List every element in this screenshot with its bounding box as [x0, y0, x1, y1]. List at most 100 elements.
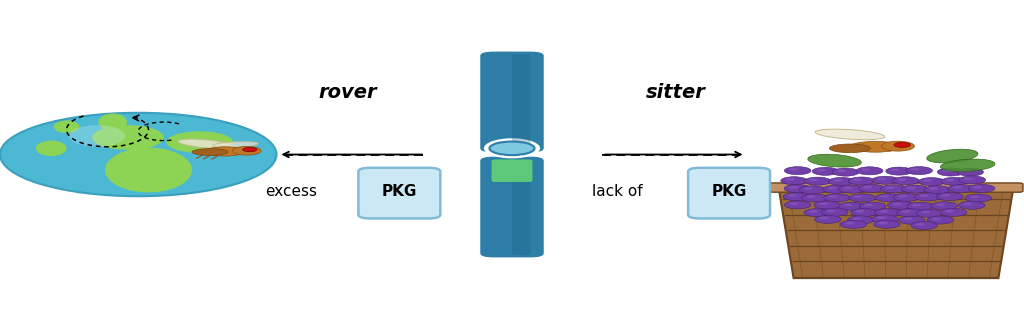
Circle shape: [948, 184, 975, 193]
Circle shape: [839, 202, 865, 210]
Circle shape: [788, 168, 799, 171]
Ellipse shape: [213, 142, 258, 148]
Circle shape: [898, 195, 907, 197]
Circle shape: [901, 210, 910, 213]
Circle shape: [959, 176, 986, 184]
Circle shape: [809, 210, 818, 213]
Circle shape: [854, 195, 863, 198]
Circle shape: [821, 208, 848, 216]
Circle shape: [815, 215, 842, 223]
Circle shape: [843, 204, 853, 206]
Circle shape: [849, 194, 876, 202]
Circle shape: [932, 217, 941, 220]
Polygon shape: [778, 185, 1014, 278]
Circle shape: [879, 222, 888, 224]
Ellipse shape: [483, 138, 541, 158]
Circle shape: [876, 194, 902, 202]
Circle shape: [871, 215, 898, 223]
Circle shape: [877, 178, 886, 180]
Circle shape: [958, 201, 985, 209]
Circle shape: [910, 222, 937, 230]
FancyBboxPatch shape: [512, 54, 530, 150]
Circle shape: [232, 146, 261, 155]
Circle shape: [882, 141, 914, 151]
Circle shape: [886, 167, 912, 175]
Circle shape: [923, 179, 932, 182]
Circle shape: [936, 203, 945, 206]
FancyBboxPatch shape: [492, 159, 532, 182]
Circle shape: [826, 210, 836, 212]
Circle shape: [833, 179, 842, 182]
Circle shape: [888, 201, 914, 209]
Circle shape: [819, 217, 828, 219]
Circle shape: [941, 177, 968, 185]
Ellipse shape: [815, 129, 885, 140]
Circle shape: [799, 186, 825, 194]
Circle shape: [783, 193, 810, 201]
Circle shape: [814, 201, 841, 209]
Circle shape: [969, 184, 995, 193]
FancyBboxPatch shape: [480, 157, 544, 257]
Circle shape: [784, 167, 811, 175]
Circle shape: [956, 168, 983, 176]
Circle shape: [945, 179, 954, 182]
Circle shape: [906, 186, 915, 189]
Circle shape: [822, 185, 849, 193]
Circle shape: [872, 176, 899, 184]
Circle shape: [881, 185, 907, 193]
Ellipse shape: [105, 148, 193, 192]
Circle shape: [828, 195, 838, 198]
Circle shape: [940, 208, 967, 216]
Circle shape: [874, 209, 901, 217]
Circle shape: [942, 169, 951, 172]
Circle shape: [903, 218, 912, 220]
Ellipse shape: [98, 114, 127, 131]
Circle shape: [0, 113, 276, 196]
Circle shape: [893, 193, 920, 201]
Circle shape: [963, 203, 972, 205]
Circle shape: [941, 194, 950, 197]
Text: excess: excess: [265, 184, 317, 199]
Ellipse shape: [940, 159, 995, 171]
Circle shape: [851, 209, 878, 217]
Circle shape: [906, 167, 933, 175]
Circle shape: [855, 210, 864, 213]
Circle shape: [839, 185, 865, 193]
Circle shape: [920, 194, 929, 197]
Circle shape: [848, 216, 874, 224]
Circle shape: [784, 201, 811, 209]
Circle shape: [952, 186, 962, 189]
Text: sitter: sitter: [646, 83, 706, 102]
Circle shape: [919, 178, 945, 186]
Circle shape: [901, 185, 928, 193]
Circle shape: [843, 186, 853, 189]
Circle shape: [859, 202, 886, 210]
Circle shape: [898, 216, 925, 224]
Circle shape: [858, 184, 885, 193]
FancyBboxPatch shape: [480, 52, 544, 152]
Circle shape: [962, 169, 971, 172]
Circle shape: [893, 177, 920, 185]
Circle shape: [837, 170, 846, 172]
Circle shape: [886, 186, 895, 189]
Circle shape: [806, 195, 815, 198]
Ellipse shape: [206, 147, 245, 156]
Circle shape: [897, 209, 924, 217]
Circle shape: [914, 193, 941, 201]
Circle shape: [880, 210, 889, 213]
Circle shape: [973, 186, 982, 188]
Text: PKG: PKG: [382, 184, 417, 199]
Circle shape: [911, 204, 921, 206]
Circle shape: [880, 195, 889, 198]
Circle shape: [921, 211, 930, 214]
Circle shape: [945, 210, 954, 213]
Ellipse shape: [193, 149, 228, 155]
Circle shape: [812, 167, 839, 175]
Ellipse shape: [54, 121, 80, 133]
Circle shape: [910, 168, 920, 171]
Circle shape: [965, 194, 991, 202]
Circle shape: [863, 186, 872, 188]
Circle shape: [788, 186, 798, 189]
Circle shape: [877, 216, 886, 219]
Circle shape: [784, 184, 811, 193]
